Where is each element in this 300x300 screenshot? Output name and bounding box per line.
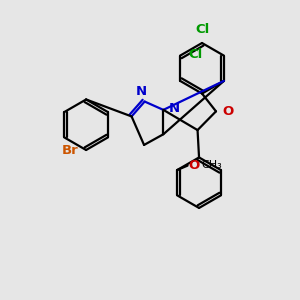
Text: O: O bbox=[188, 158, 200, 172]
Text: Cl: Cl bbox=[188, 48, 203, 61]
Text: N: N bbox=[169, 102, 180, 115]
Text: N: N bbox=[136, 85, 147, 98]
Text: O: O bbox=[223, 105, 234, 118]
Text: Cl: Cl bbox=[195, 23, 209, 37]
Text: Br: Br bbox=[62, 143, 79, 157]
Text: CH₃: CH₃ bbox=[202, 160, 222, 170]
